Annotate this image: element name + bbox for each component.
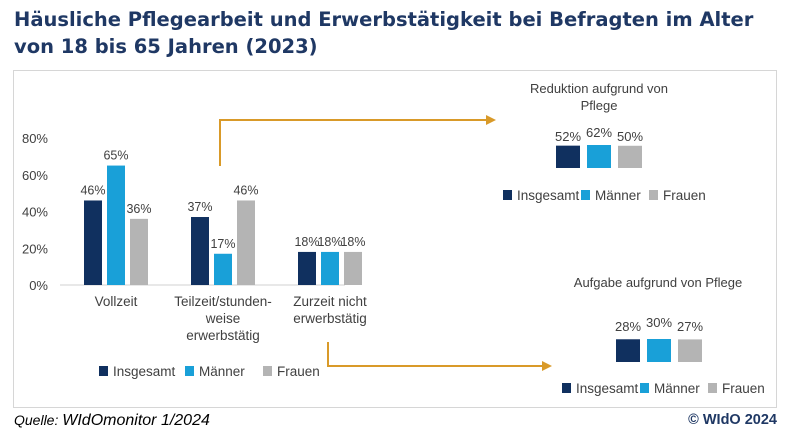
legend-label-frauen: Frauen (722, 381, 765, 396)
bar-maenner-1 (107, 165, 125, 285)
legend-swatch-insgesamt (562, 383, 571, 393)
small-chart-title: Pflege (581, 98, 618, 113)
small-bar-insgesamt (616, 339, 640, 362)
legend-swatch-maenner (581, 190, 590, 200)
chart-panel (13, 70, 777, 408)
chart-title: Häusliche Pflegearbeit und Erwerbstätigk… (14, 8, 754, 58)
y-tick-label: 80% (22, 131, 48, 146)
category-label: Teilzeit/stunden- (174, 294, 272, 309)
legend-swatch-frauen (649, 190, 658, 200)
legend-label-insgesamt: Insgesamt (576, 381, 639, 396)
data-label: 36% (126, 202, 151, 216)
category-label: erwerbstätig (186, 328, 260, 343)
data-label: 62% (586, 125, 612, 140)
data-label: 65% (103, 149, 128, 163)
small-chart-title: Aufgabe aufgrund von Pflege (574, 275, 742, 290)
bar-insgesamt-3 (298, 251, 316, 285)
copyright: © WIdO 2024 (688, 412, 777, 428)
legend-swatch-insgesamt (99, 366, 108, 376)
category-label: Zurzeit nicht (293, 294, 367, 309)
legend-swatch-maenner (185, 366, 194, 376)
y-tick-label: 60% (22, 168, 48, 183)
legend-label-insgesamt: Insgesamt (113, 364, 176, 379)
arrow-head-top (486, 115, 496, 125)
data-label: 30% (646, 315, 672, 330)
category-label: erwerbstätig (293, 311, 367, 326)
legend-label-maenner: Männer (595, 188, 641, 203)
data-label: 27% (677, 319, 703, 334)
legend-swatch-frauen (263, 366, 272, 376)
legend-label-maenner: Männer (654, 381, 700, 396)
source-text: WIdOmonitor 1/2024 (62, 412, 210, 429)
legend-label-maenner: Männer (199, 364, 245, 379)
data-label: 46% (233, 183, 258, 197)
legend-label-frauen: Frauen (663, 188, 706, 203)
legend-label-insgesamt: Insgesamt (517, 188, 580, 203)
data-label: 46% (80, 183, 105, 197)
small-bar-maenner (647, 339, 671, 362)
small-bar-frauen (618, 145, 642, 168)
y-tick-label: 0% (29, 278, 48, 293)
legend-label-frauen: Frauen (277, 364, 320, 379)
category-label: Vollzeit (95, 294, 138, 309)
bar-maenner-2 (214, 253, 232, 285)
data-label: 18% (294, 235, 319, 249)
data-label: 50% (617, 129, 643, 144)
bar-insgesamt-1 (84, 200, 102, 285)
data-label: 28% (615, 319, 641, 334)
bar-frauen-3 (344, 251, 362, 285)
legend-swatch-frauen (708, 383, 717, 393)
connector-arrow-top (219, 119, 488, 166)
connector-arrow-bottom (327, 342, 544, 367)
data-label: 37% (187, 200, 212, 214)
arrow-head-bottom (542, 361, 552, 371)
small-bar-maenner (587, 145, 611, 168)
legend-swatch-maenner (640, 383, 649, 393)
small-bar-insgesamt (556, 145, 580, 168)
small-bar-frauen (678, 339, 702, 362)
bar-insgesamt-2 (191, 217, 209, 285)
legend-swatch-insgesamt (503, 190, 512, 200)
source-note: Quelle: WIdOmonitor 1/2024 (14, 412, 210, 430)
data-label: 18% (340, 235, 365, 249)
source-label: Quelle: (14, 412, 59, 428)
bar-maenner-3 (321, 251, 339, 285)
small-chart-title: Reduktion aufgrund von (530, 81, 668, 96)
y-tick-label: 20% (22, 241, 48, 256)
data-label: 17% (210, 237, 235, 251)
data-label: 18% (317, 235, 342, 249)
data-label: 52% (555, 129, 581, 144)
bar-frauen-1 (130, 218, 148, 285)
bar-frauen-2 (237, 200, 255, 285)
category-label: weise (205, 311, 241, 326)
y-tick-label: 40% (22, 205, 48, 220)
